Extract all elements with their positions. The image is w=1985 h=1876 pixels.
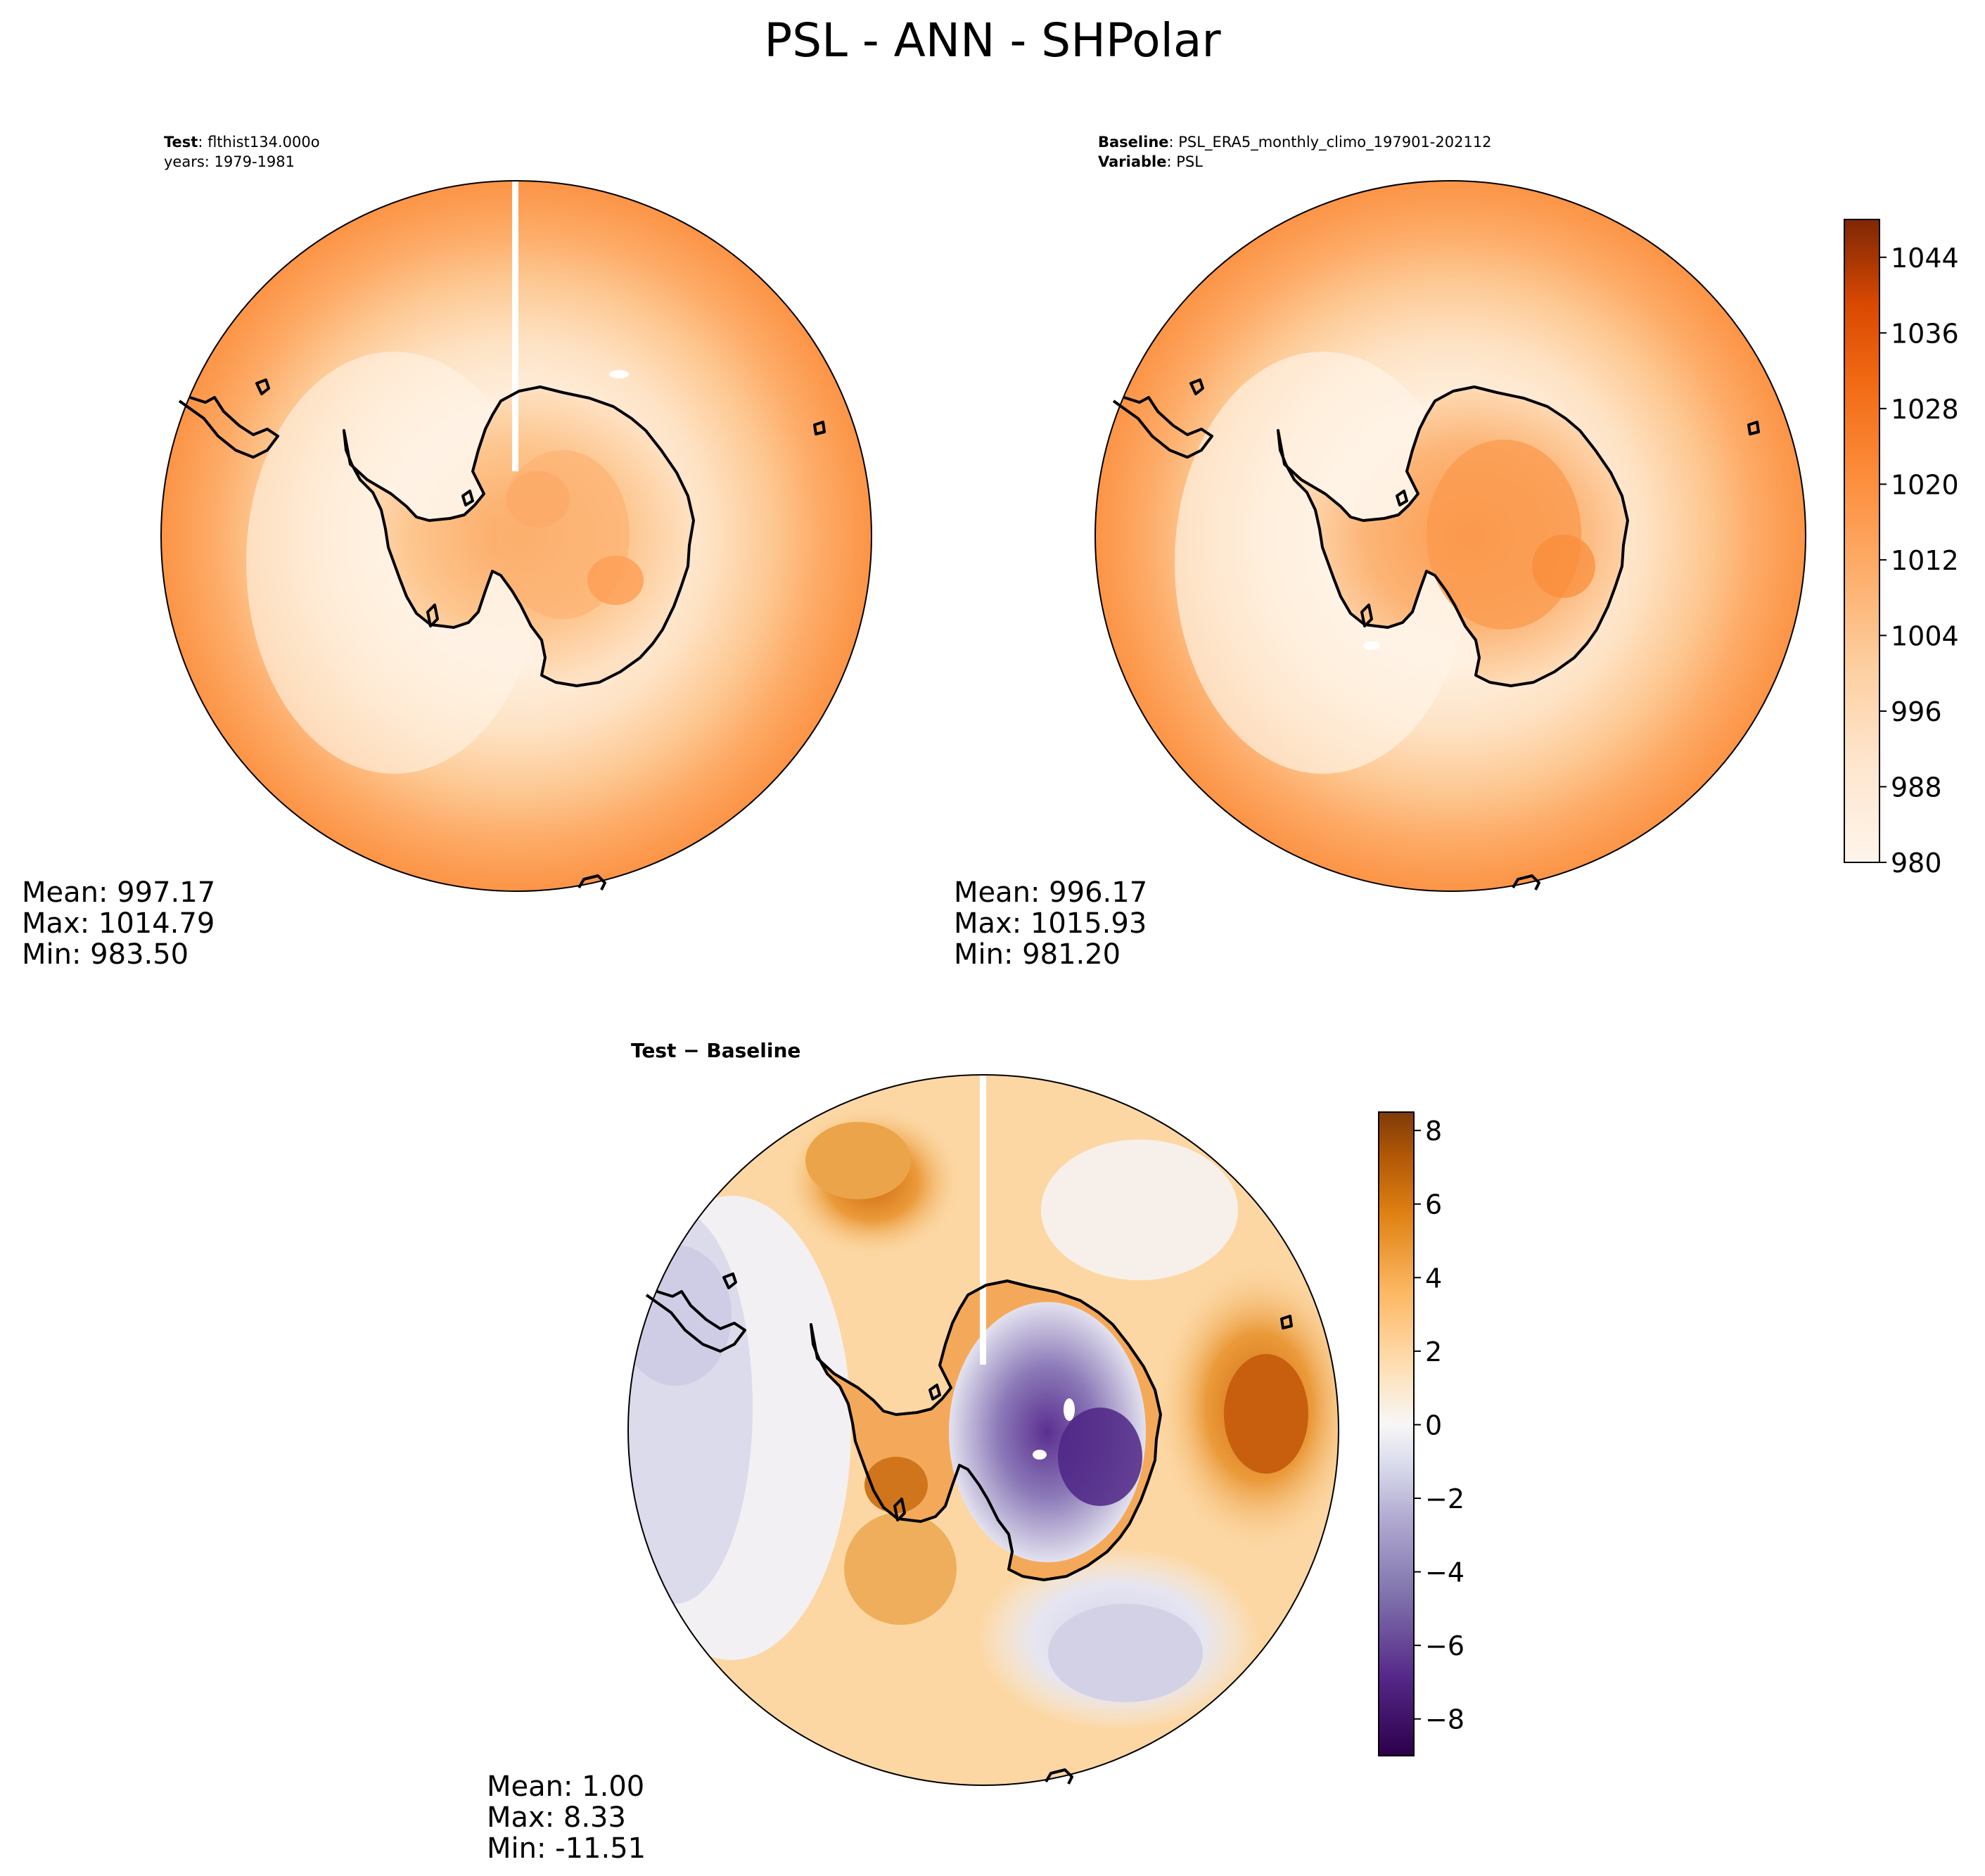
test-years: years: 1979-1981: [164, 153, 295, 170]
psl-colorbar-tick-label: 1028: [1891, 394, 1959, 425]
diff-map: [628, 1075, 1339, 1785]
baseline-variable-bold: Variable: [1098, 153, 1166, 170]
psl-colorbar-tick-label: 988: [1891, 772, 1942, 803]
diff-colorbar-tick-label: −2: [1425, 1483, 1464, 1514]
diff-colorbar-ticks: −8 −6 −4 −2 0 2 4 6 8: [1414, 1116, 1464, 1735]
baseline-label-rest: : PSL_ERA5_monthly_climo_197901-202112: [1169, 134, 1492, 151]
baseline-coastlines: [1112, 378, 1760, 891]
baseline-variable: Variable: PSL: [1098, 153, 1203, 170]
diff-stats-mean: Mean: 1.00: [487, 1770, 644, 1803]
test-stats-mean: Mean: 997.17: [22, 876, 215, 909]
baseline-map-border: [1094, 180, 1806, 892]
baseline-label-bold: Baseline: [1098, 134, 1169, 151]
test-coastlines: [178, 378, 826, 891]
diff-colorbar-tick-label: −6: [1425, 1631, 1464, 1661]
test-label: Test: flthist134.000o: [164, 134, 320, 151]
test-map: [161, 181, 872, 891]
baseline-label: Baseline: PSL_ERA5_monthly_climo_197901-…: [1098, 134, 1492, 151]
diff-colorbar-tick-label: 8: [1425, 1116, 1442, 1147]
psl-colorbar-tick-label: 1004: [1891, 620, 1959, 651]
psl-colorbar: 980 988 996 1004 1012 1020 1028 1036 1044: [1844, 219, 1959, 879]
diff-colorbar-ramp: [1378, 1111, 1415, 1756]
baseline-map: [1095, 181, 1806, 891]
diff-colorbar-tick-label: 0: [1425, 1410, 1442, 1441]
baseline-stats-min: Min: 981.20: [954, 938, 1121, 971]
psl-colorbar-tick-label: 980: [1891, 848, 1942, 879]
figure-title: PSL - ANN - SHPolar: [764, 13, 1221, 68]
psl-colorbar-tick-label: 1044: [1891, 243, 1959, 274]
test-label-bold: Test: [164, 134, 198, 151]
baseline-variable-rest: : PSL: [1166, 153, 1203, 170]
diff-colorbar-tick-label: −8: [1425, 1704, 1464, 1735]
diff-colorbar-tick-label: 4: [1425, 1263, 1442, 1294]
diff-stats-max: Max: 8.33: [487, 1801, 626, 1834]
diff-colorbar: −8 −6 −4 −2 0 2 4 6 8: [1378, 1111, 1464, 1756]
diff-stats-min: Min: -11.51: [487, 1832, 646, 1865]
diff-colorbar-tick-label: 6: [1425, 1189, 1442, 1220]
diff-coastlines: [645, 1272, 1293, 1785]
baseline-panel: Baseline: PSL_ERA5_monthly_climo_197901-…: [954, 134, 1806, 971]
diff-panel: Test − Baseline: [487, 1039, 1339, 1865]
psl-colorbar-ramp: [1844, 219, 1880, 863]
test-stats-min: Min: 983.50: [22, 938, 189, 971]
diff-label: Test − Baseline: [631, 1039, 800, 1062]
diff-map-border: [627, 1074, 1339, 1786]
diff-colorbar-tick-label: −4: [1425, 1557, 1464, 1588]
test-stats-max: Max: 1014.79: [22, 907, 215, 940]
psl-colorbar-tick-label: 996: [1891, 696, 1942, 727]
baseline-stats-mean: Mean: 996.17: [954, 876, 1147, 909]
psl-colorbar-tick-label: 1020: [1891, 469, 1959, 500]
psl-colorbar-tick-label: 1036: [1891, 318, 1959, 349]
psl-colorbar-tick-label: 1012: [1891, 545, 1959, 576]
test-panel: Test: flthist134.000o years: 1979-1981 M…: [22, 134, 872, 971]
test-label-rest: : flthist134.000o: [198, 134, 319, 151]
diff-colorbar-tick-label: 2: [1425, 1336, 1442, 1367]
test-map-border: [160, 180, 872, 892]
baseline-stats-max: Max: 1015.93: [954, 907, 1147, 940]
psl-colorbar-ticks: 980 988 996 1004 1012 1020 1028 1036 1044: [1879, 243, 1959, 879]
